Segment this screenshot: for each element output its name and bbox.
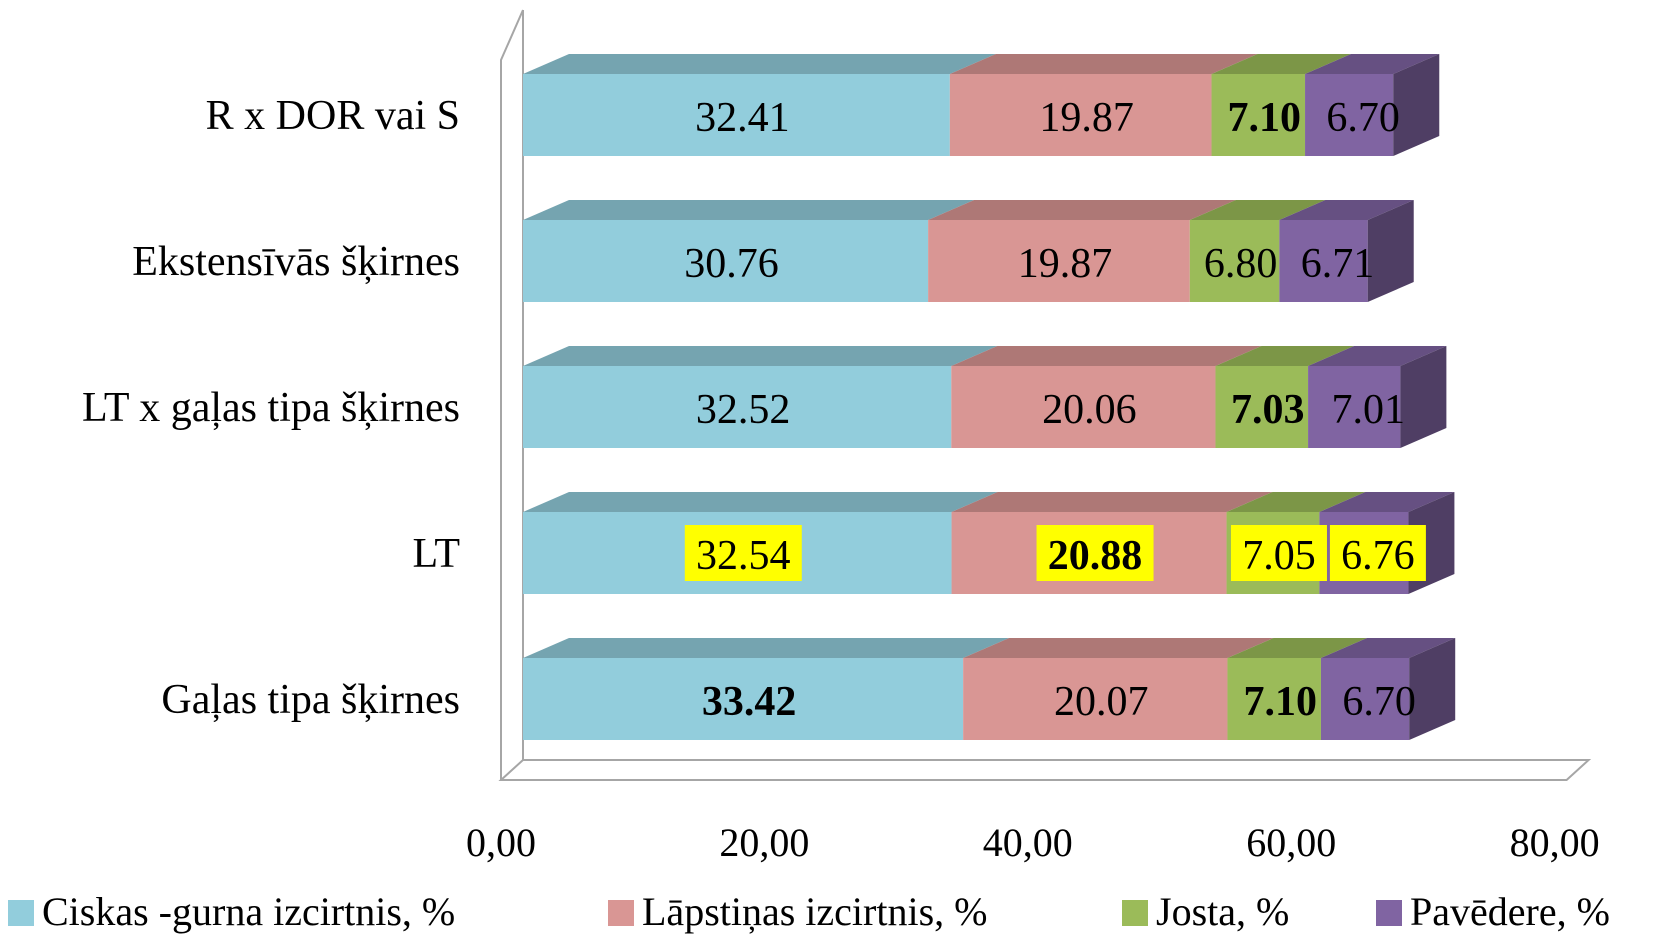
category-label: LT x gaļas tipa šķirnes — [82, 385, 460, 431]
data-label: 6.70 — [1326, 95, 1400, 141]
bar-segment — [523, 220, 929, 302]
data-label: 32.54 — [696, 533, 791, 579]
x-tick-label: 80,00 — [1510, 820, 1600, 865]
bar-segment — [1227, 658, 1321, 740]
data-label-highlight — [1036, 525, 1154, 581]
x-tick-label: 40,00 — [983, 820, 1073, 865]
category-label: R x DOR vai S — [206, 93, 460, 139]
bar-segment-top — [1320, 638, 1456, 658]
data-label: 6.80 — [1204, 241, 1278, 287]
data-label: 7.10 — [1243, 679, 1317, 725]
bar-segment — [523, 74, 950, 156]
data-label: 30.76 — [684, 241, 779, 287]
data-label-highlight — [1329, 525, 1426, 581]
x-axis-tick-labels: 0,00 20,00 40,00 60,00 80,00 — [466, 820, 1600, 865]
bar-segment — [1308, 366, 1401, 448]
category-labels: Gaļas tipa šķirnes LT LT x gaļas tipa šķir… — [82, 93, 460, 723]
legend-swatch — [1122, 900, 1148, 926]
bar-segment — [1305, 74, 1394, 156]
bar-segment-top — [951, 346, 1262, 366]
data-label: 32.52 — [696, 387, 791, 433]
bar-segment-top — [1279, 200, 1414, 220]
bar-segment-top — [523, 346, 998, 366]
data-label: 32.41 — [695, 95, 790, 141]
legend-swatch — [608, 900, 634, 926]
bar-segment — [1211, 74, 1306, 156]
bar-segment-top — [1308, 346, 1447, 366]
back-wall-edge — [500, 9, 524, 780]
bar-segment-top — [1319, 492, 1455, 512]
bars-group: 33.42 20.07 7.10 6.70 32.54 20.88 7.05 6.76 32.5… — [523, 54, 1456, 740]
bar-side — [1393, 54, 1440, 156]
data-label: 7.03 — [1231, 387, 1305, 433]
bar-segment — [963, 658, 1228, 740]
data-label-highlight — [684, 525, 802, 581]
data-label: 7.10 — [1228, 95, 1302, 141]
data-label: 20.88 — [1048, 533, 1143, 579]
bar-segment — [523, 658, 964, 740]
bar-segment-top — [949, 54, 1258, 74]
data-label: 7.01 — [1331, 387, 1405, 433]
bar-side — [1409, 638, 1456, 740]
data-label: 19.87 — [1039, 95, 1134, 141]
data-label: 20.07 — [1054, 679, 1149, 725]
bar-segment-top — [951, 492, 1273, 512]
x-tick-label: 20,00 — [719, 820, 809, 865]
legend-label: Pavēdere, % — [1410, 889, 1610, 934]
bar-segment-top — [1215, 346, 1355, 366]
data-label: 6.70 — [1342, 679, 1416, 725]
bar-segment-top — [1305, 54, 1440, 74]
data-label: 6.76 — [1341, 533, 1415, 579]
data-label: 6.71 — [1301, 241, 1375, 287]
data-label: 20.06 — [1042, 387, 1137, 433]
bar-side — [1400, 346, 1447, 448]
bar-segment-top — [1227, 638, 1367, 658]
bar-segment-top — [523, 54, 996, 74]
bar-segment-top — [523, 200, 975, 220]
legend-label: Ciskas -gurna izcirtnis, % — [42, 889, 455, 934]
bar-segment-top — [1189, 200, 1326, 220]
data-label-highlight — [1230, 525, 1327, 581]
bar-segment-top — [1226, 492, 1366, 512]
bar-segment — [1215, 366, 1309, 448]
bar-segment — [949, 74, 1212, 156]
legend-label: Lāpstiņas izcirtnis, % — [642, 889, 987, 934]
category-label: Gaļas tipa šķirnes — [161, 677, 460, 723]
chart-floor — [498, 759, 1592, 781]
x-tick-label: 0,00 — [466, 820, 536, 865]
category-label: Ekstensīvās šķirnes — [132, 239, 460, 285]
legend-label: Josta, % — [1156, 889, 1289, 934]
bar-segment-top — [963, 638, 1274, 658]
bar-segment-top — [928, 200, 1236, 220]
legend-swatch — [1376, 900, 1402, 926]
bar-segment — [1189, 220, 1280, 302]
bar-segment-top — [523, 638, 1010, 658]
bar-segment — [928, 220, 1190, 302]
bar-side — [1367, 200, 1414, 302]
bar-segment-top — [1211, 54, 1352, 74]
legend: Ciskas -gurna izcirtnis, % Lāpstiņas izci… — [8, 889, 1610, 934]
x-tick-label: 60,00 — [1246, 820, 1336, 865]
bar-segment — [523, 366, 952, 448]
bar-segment — [951, 366, 1216, 448]
data-label: 7.05 — [1242, 533, 1316, 579]
bar-segment — [1279, 220, 1368, 302]
bar-segment — [1320, 658, 1410, 740]
data-label: 19.87 — [1018, 241, 1113, 287]
bar-segment-top — [523, 492, 998, 512]
category-label: LT — [413, 531, 460, 577]
legend-swatch — [8, 900, 34, 926]
data-label: 33.42 — [702, 679, 797, 725]
